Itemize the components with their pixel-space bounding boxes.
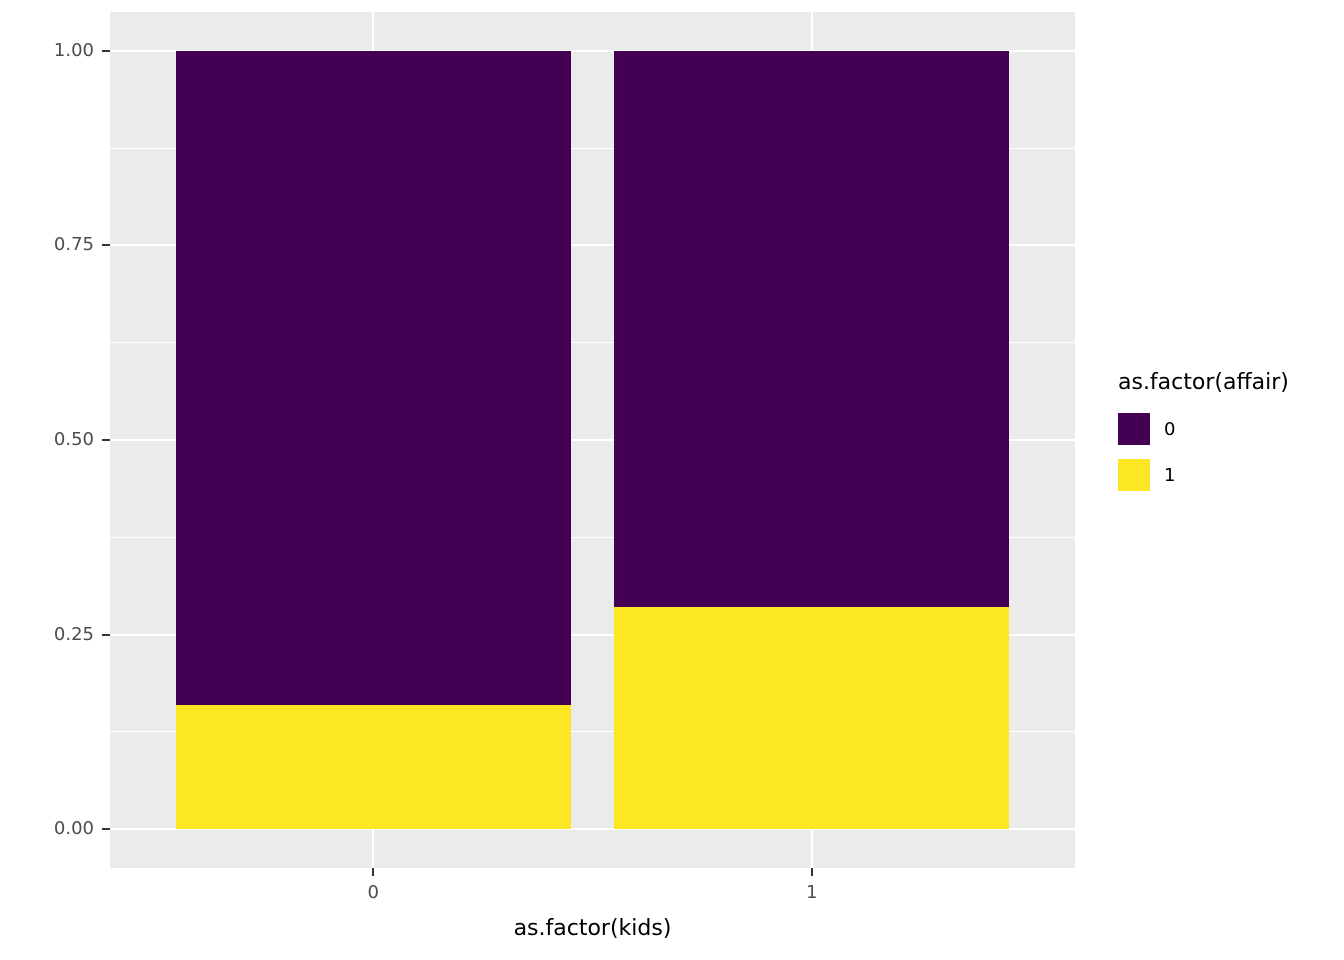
y-tick-label: 0.50 — [53, 429, 94, 450]
y-axis: 0.00 0.25 0.50 0.75 1.00 — [0, 12, 110, 868]
y-tick-mark — [102, 244, 110, 247]
gridline-minor — [110, 342, 1075, 344]
gridline-major — [110, 49, 1075, 52]
gridline-minor — [110, 536, 1075, 538]
x-tick-mark — [372, 868, 375, 876]
y-tick-label: 0.00 — [53, 818, 94, 840]
legend: as.factor(affair) 0 1 — [1118, 370, 1344, 505]
gridline-minor — [110, 731, 1075, 733]
gridline-major — [110, 633, 1075, 636]
x-axis-title: as.factor(kids) — [513, 916, 672, 941]
bar-segment-1 — [614, 607, 1010, 830]
bar-segment-1 — [175, 704, 571, 830]
gridline-major — [110, 244, 1075, 247]
y-tick-label: 1.00 — [53, 39, 94, 61]
legend-label: 1 — [1164, 464, 1176, 486]
bar-segment-0 — [175, 50, 571, 705]
legend-swatch-0 — [1118, 413, 1150, 445]
gridline-major — [110, 828, 1075, 831]
x-tick-label: 0 — [367, 882, 379, 903]
legend-item: 1 — [1118, 459, 1344, 491]
x-tick-label: 1 — [806, 882, 818, 903]
y-tick-mark — [102, 633, 110, 636]
y-tick-mark — [102, 828, 110, 831]
plot-panel — [110, 12, 1075, 868]
gridline-minor — [110, 147, 1075, 149]
gridline-major — [110, 439, 1075, 441]
y-tick-mark — [102, 49, 110, 52]
y-tick-label: 0.25 — [53, 623, 94, 645]
y-tick-label: 0.75 — [53, 234, 94, 256]
legend-item: 0 — [1118, 413, 1344, 445]
legend-label: 0 — [1164, 418, 1176, 440]
x-tick-mark — [810, 868, 813, 876]
legend-swatch-1 — [1118, 459, 1150, 491]
y-tick-mark — [102, 439, 110, 441]
legend-title: as.factor(affair) — [1118, 370, 1289, 395]
bar-segment-0 — [614, 50, 1010, 608]
